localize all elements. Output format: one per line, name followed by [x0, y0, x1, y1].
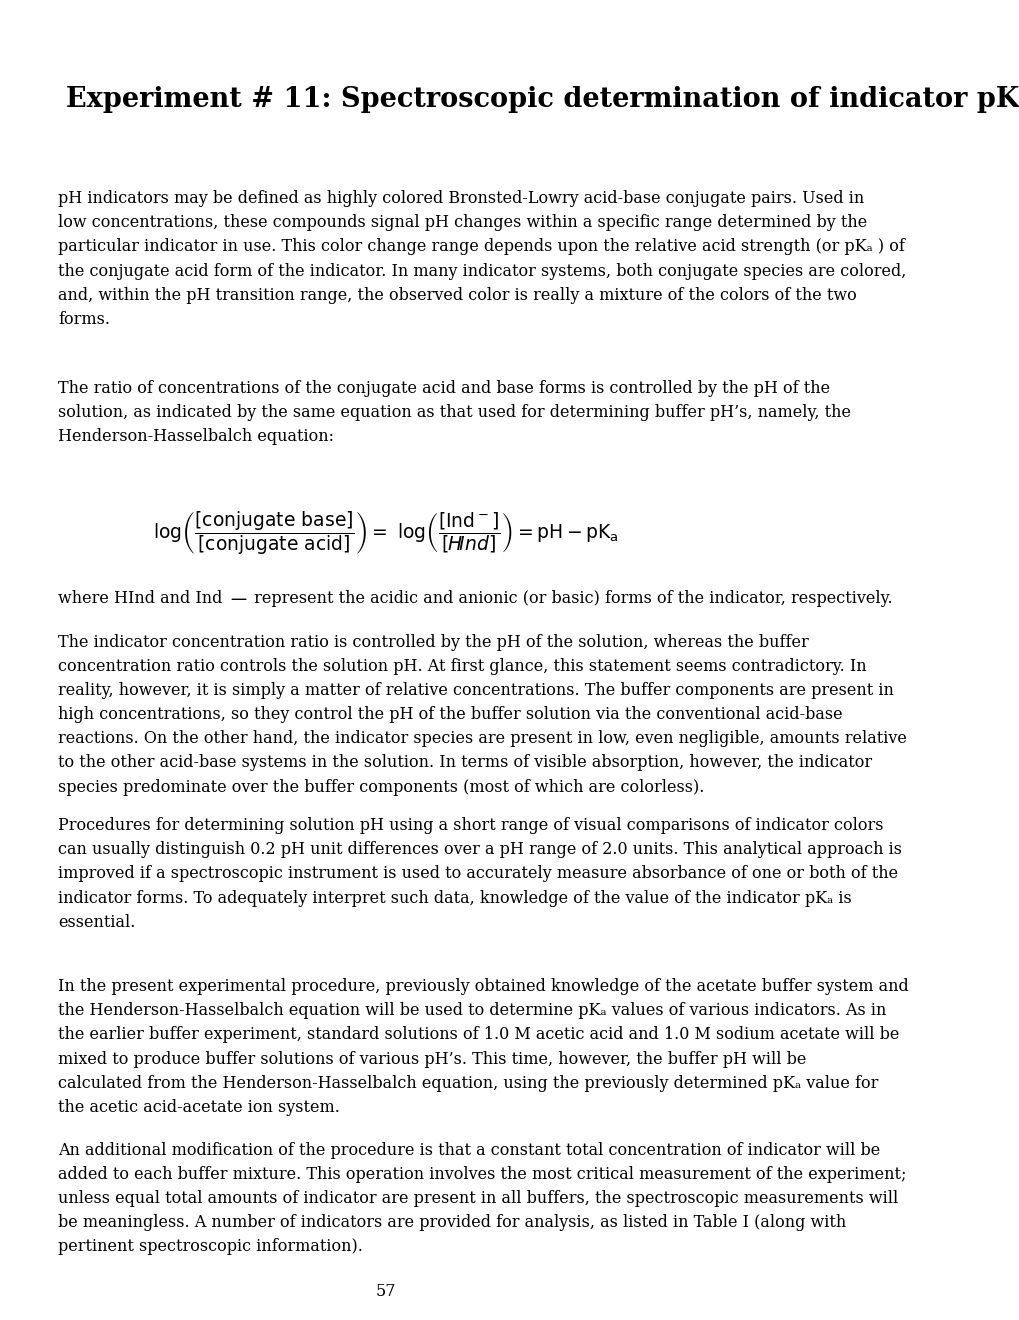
- Text: The ratio of concentrations of the conjugate acid and base forms is controlled b: The ratio of concentrations of the conju…: [58, 380, 850, 445]
- Text: The indicator concentration ratio is controlled by the pH of the solution, where: The indicator concentration ratio is con…: [58, 634, 906, 796]
- Text: pH indicators may be defined as highly colored Bronsted-Lowry acid-base conjugat: pH indicators may be defined as highly c…: [58, 190, 906, 327]
- Text: An additional modification of the procedure is that a constant total concentrati: An additional modification of the proced…: [58, 1142, 906, 1255]
- Text: represent the acidic and anionic (or basic) forms of the indicator, respectively: represent the acidic and anionic (or bas…: [249, 590, 892, 607]
- Text: Experiment # 11: Spectroscopic determination of indicator pKa: Experiment # 11: Spectroscopic determina…: [65, 86, 1019, 112]
- Text: Procedures for determining solution pH using a short range of visual comparisons: Procedures for determining solution pH u…: [58, 817, 901, 931]
- Text: In the present experimental procedure, previously obtained knowledge of the acet: In the present experimental procedure, p…: [58, 978, 908, 1115]
- Text: 57: 57: [376, 1283, 396, 1300]
- Text: $\log\!\left(\dfrac{[\mathrm{conjugate\ base}]}{[\mathrm{conjugate\ acid}]}\righ: $\log\!\left(\dfrac{[\mathrm{conjugate\ …: [153, 510, 619, 557]
- Text: where HInd and Ind: where HInd and Ind: [58, 590, 222, 607]
